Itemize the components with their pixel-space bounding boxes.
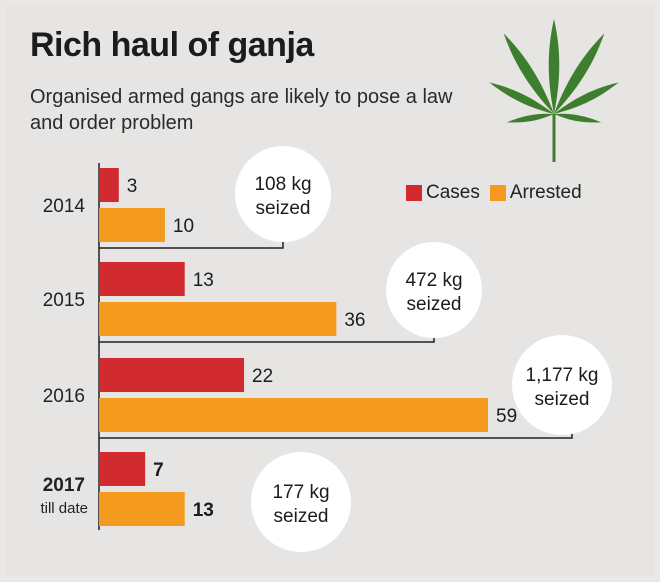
value-label-arrested-2017: 13 — [193, 500, 214, 521]
legend-label-arrested: Arrested — [509, 182, 582, 203]
bar-cases-2015 — [99, 262, 185, 296]
legend-swatch-cases — [406, 185, 422, 201]
seized-amount-2015: 472 kg — [405, 270, 462, 291]
bar-arrested-2015 — [99, 302, 337, 336]
seized-word-2017: seized — [274, 506, 329, 527]
bracket-line-2016 — [99, 431, 573, 439]
cannabis-leaf-icon — [489, 19, 619, 162]
seized-amount-2016: 1,177 kg — [526, 365, 599, 386]
chart-subtitle: Organised armed gangs are likely to pose… — [30, 86, 453, 134]
seized-circle-2014 — [235, 146, 331, 242]
value-label-arrested-2014: 10 — [173, 216, 194, 237]
seized-amount-2017: 177 kg — [272, 482, 329, 503]
year-label-2014: 2014 — [43, 196, 86, 217]
chart-legend: Cases Arrested — [406, 182, 586, 204]
year-label-2016: 2016 — [43, 386, 85, 407]
year-label-2017: 2017 — [43, 475, 85, 496]
bar-cases-2017 — [99, 452, 146, 486]
seized-word-2015: seized — [407, 294, 462, 315]
seized-word-2016: seized — [535, 389, 590, 410]
bar-arrested-2017 — [99, 492, 185, 526]
bar-arrested-2016 — [99, 398, 488, 432]
chart-title: Rich haul of ganja — [30, 26, 314, 64]
bar-cases-2014 — [99, 168, 119, 202]
year-sublabel-2017: till date — [40, 500, 88, 517]
value-label-cases-2016: 22 — [252, 366, 273, 387]
seized-circle-2017 — [251, 452, 351, 552]
bar-cases-2016 — [99, 358, 245, 392]
value-label-arrested-2015: 36 — [344, 310, 365, 331]
value-label-cases-2014: 3 — [127, 176, 138, 197]
bar-arrested-2014 — [99, 208, 165, 242]
seized-word-2014: seized — [256, 198, 311, 219]
legend-label-cases: Cases — [426, 182, 480, 203]
legend-swatch-arrested — [489, 185, 506, 201]
seized-circle-2015 — [386, 242, 482, 338]
year-label-2015: 2015 — [43, 290, 85, 311]
value-label-cases-2017: 7 — [153, 460, 164, 481]
value-label-arrested-2016: 59 — [496, 406, 517, 427]
seized-circle-2016 — [512, 335, 612, 435]
value-label-cases-2015: 13 — [193, 270, 214, 291]
seized-amount-2014: 108 kg — [254, 174, 311, 195]
legend-item-arrested: Arrested — [489, 182, 582, 204]
legend-item-cases: Cases — [406, 182, 480, 204]
